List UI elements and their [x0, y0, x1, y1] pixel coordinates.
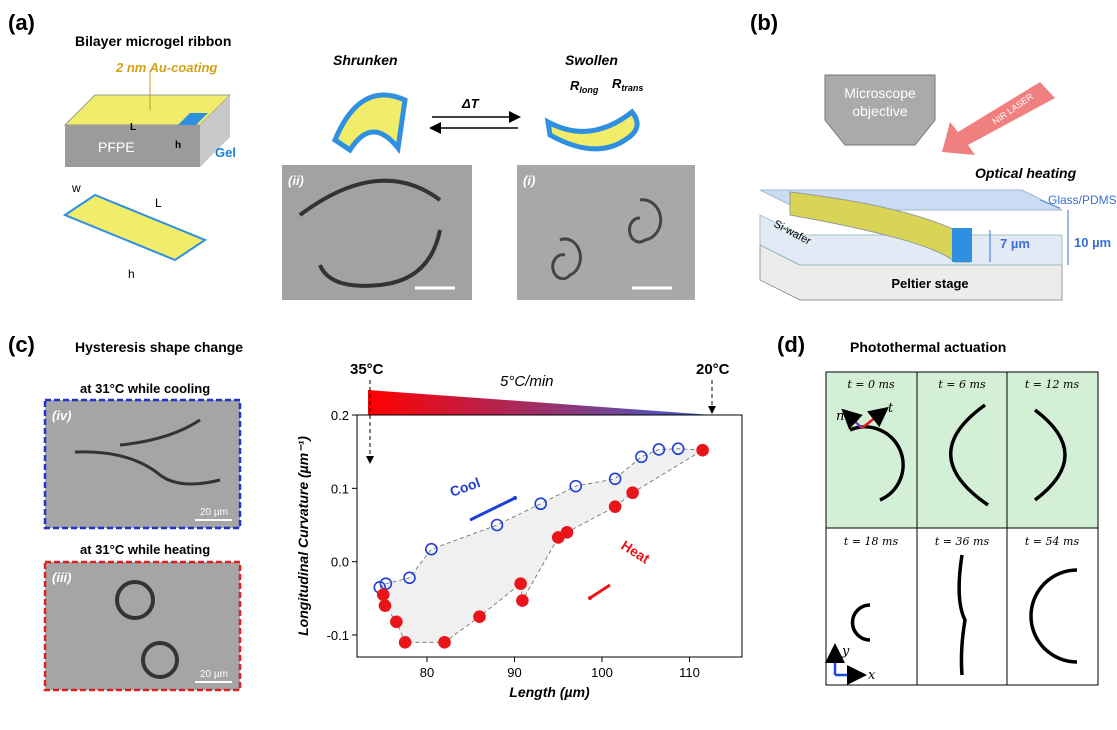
dimension-label: 10 µm — [1074, 235, 1111, 250]
image-label: (iv) — [52, 408, 72, 423]
dim-label: L — [130, 122, 136, 133]
state-label: Shrunken — [333, 52, 398, 68]
scale-label: 20 µm — [200, 669, 228, 680]
point — [380, 600, 391, 611]
shrunken-ribbon — [335, 95, 405, 150]
y-axis-label: Longitudinal Curvature (µm⁻¹) — [295, 436, 311, 636]
frame-label: t = 18 ms — [844, 535, 899, 548]
series-annotation: Cool — [448, 474, 483, 500]
y-tick-label: 0.1 — [331, 481, 349, 496]
dimension-label: 7 µm — [1000, 236, 1030, 251]
arrow-head — [588, 596, 592, 600]
scale-label: 20 µm — [200, 507, 228, 518]
point — [627, 487, 638, 498]
image-caption: at 31°C while heating — [80, 542, 210, 557]
temperature-ramp — [368, 390, 712, 415]
point — [391, 616, 402, 627]
page: (a) Bilayer microgel ribbon 2 nm Au-coat… — [0, 0, 1117, 730]
y-tick-label: -0.1 — [327, 628, 349, 643]
frame-label: t = 0 ms — [847, 378, 895, 391]
ribbon-shape — [959, 555, 965, 675]
x-tick-label: 80 — [420, 665, 434, 680]
ribbon — [65, 195, 205, 260]
gel-label: Gel — [215, 145, 236, 160]
point — [610, 501, 621, 512]
delta-t: ΔT — [461, 96, 480, 111]
axis-label: x — [868, 668, 876, 683]
annotation-arrow — [590, 585, 610, 598]
gel-layer — [952, 228, 972, 262]
x-tick-label: 90 — [507, 665, 521, 680]
arrow-head — [513, 496, 517, 500]
point — [517, 595, 528, 606]
objective-label: objective — [852, 103, 907, 119]
y-tick-label: 0.0 — [331, 555, 349, 570]
stage-label: Peltier stage — [891, 276, 968, 291]
point — [474, 611, 485, 622]
subscript: long — [579, 85, 598, 95]
panel-label: (b) — [750, 10, 778, 35]
substrate-label: PFPE — [98, 139, 135, 155]
frame-label: t = 36 ms — [935, 535, 990, 548]
dim-label: h — [175, 140, 181, 151]
point — [562, 527, 573, 538]
axis-label: y — [841, 644, 850, 659]
frame-label: t = 54 ms — [1025, 535, 1080, 548]
subscript: trans — [621, 83, 643, 93]
objective-label: Microscope — [844, 85, 916, 101]
point — [439, 637, 450, 648]
panel-label: (c) — [8, 332, 35, 357]
scatter-plot: 80 90 100 110 -0.1 0.0 0.1 0.2 Length (µm) Longit… — [295, 408, 742, 700]
x-tick-label: 100 — [591, 665, 613, 680]
vector-label: t — [888, 401, 894, 416]
point — [697, 445, 708, 456]
frame-label: t = 6 ms — [938, 378, 986, 391]
dim-label: L — [155, 196, 162, 210]
panel-title: Hysteresis shape change — [75, 339, 243, 355]
panel-title: Photothermal actuation — [850, 339, 1006, 355]
radius-label: Rtrans — [612, 76, 643, 93]
panel-c: (c) Hysteresis shape change at 31°C whil… — [8, 332, 742, 700]
dim-label: w — [71, 181, 81, 195]
dim-label: h — [128, 267, 135, 281]
panel-title: Bilayer microgel ribbon — [75, 33, 231, 49]
point — [378, 589, 389, 600]
glass-label: Glass/PDMS — [1048, 193, 1117, 207]
point — [515, 578, 526, 589]
ribbon-shape — [853, 605, 871, 640]
image-label: (ii) — [288, 173, 304, 188]
rate-label: 5°C/min — [500, 373, 554, 390]
temp-label: 20°C — [696, 361, 730, 378]
frame-label: t = 12 ms — [1025, 378, 1080, 391]
micrograph — [517, 165, 695, 300]
image-label: (iii) — [52, 570, 72, 585]
swollen-ribbon — [548, 112, 637, 149]
panel-a: (a) Bilayer microgel ribbon 2 nm Au-coat… — [8, 10, 695, 300]
series-annotation: Heat — [618, 537, 652, 567]
x-tick-label: 110 — [679, 665, 700, 680]
vector-label: n — [836, 409, 844, 424]
radius-label: Rlong — [570, 78, 599, 95]
micrograph — [282, 165, 472, 300]
point — [400, 637, 411, 648]
panel-b: (b) Microscope objective NIR LASER Optic… — [750, 10, 1117, 300]
image-caption: at 31°C while cooling — [80, 381, 210, 396]
frame-bg — [826, 372, 1098, 528]
annotation-arrow — [470, 498, 515, 520]
coating-label: 2 nm Au-coating — [115, 60, 217, 75]
figure: (a) Bilayer microgel ribbon 2 nm Au-coat… — [0, 0, 1117, 725]
panel-label: (a) — [8, 10, 35, 35]
temp-label: 35°C — [350, 361, 384, 378]
x-axis-label: Length (µm) — [509, 684, 590, 700]
state-label: Swollen — [565, 52, 618, 68]
y-tick-label: 0.2 — [331, 408, 349, 423]
image-label: (i) — [523, 173, 535, 188]
panel-label: (d) — [777, 332, 805, 357]
ribbon-shape — [1031, 570, 1077, 662]
heating-label: Optical heating — [975, 165, 1077, 181]
